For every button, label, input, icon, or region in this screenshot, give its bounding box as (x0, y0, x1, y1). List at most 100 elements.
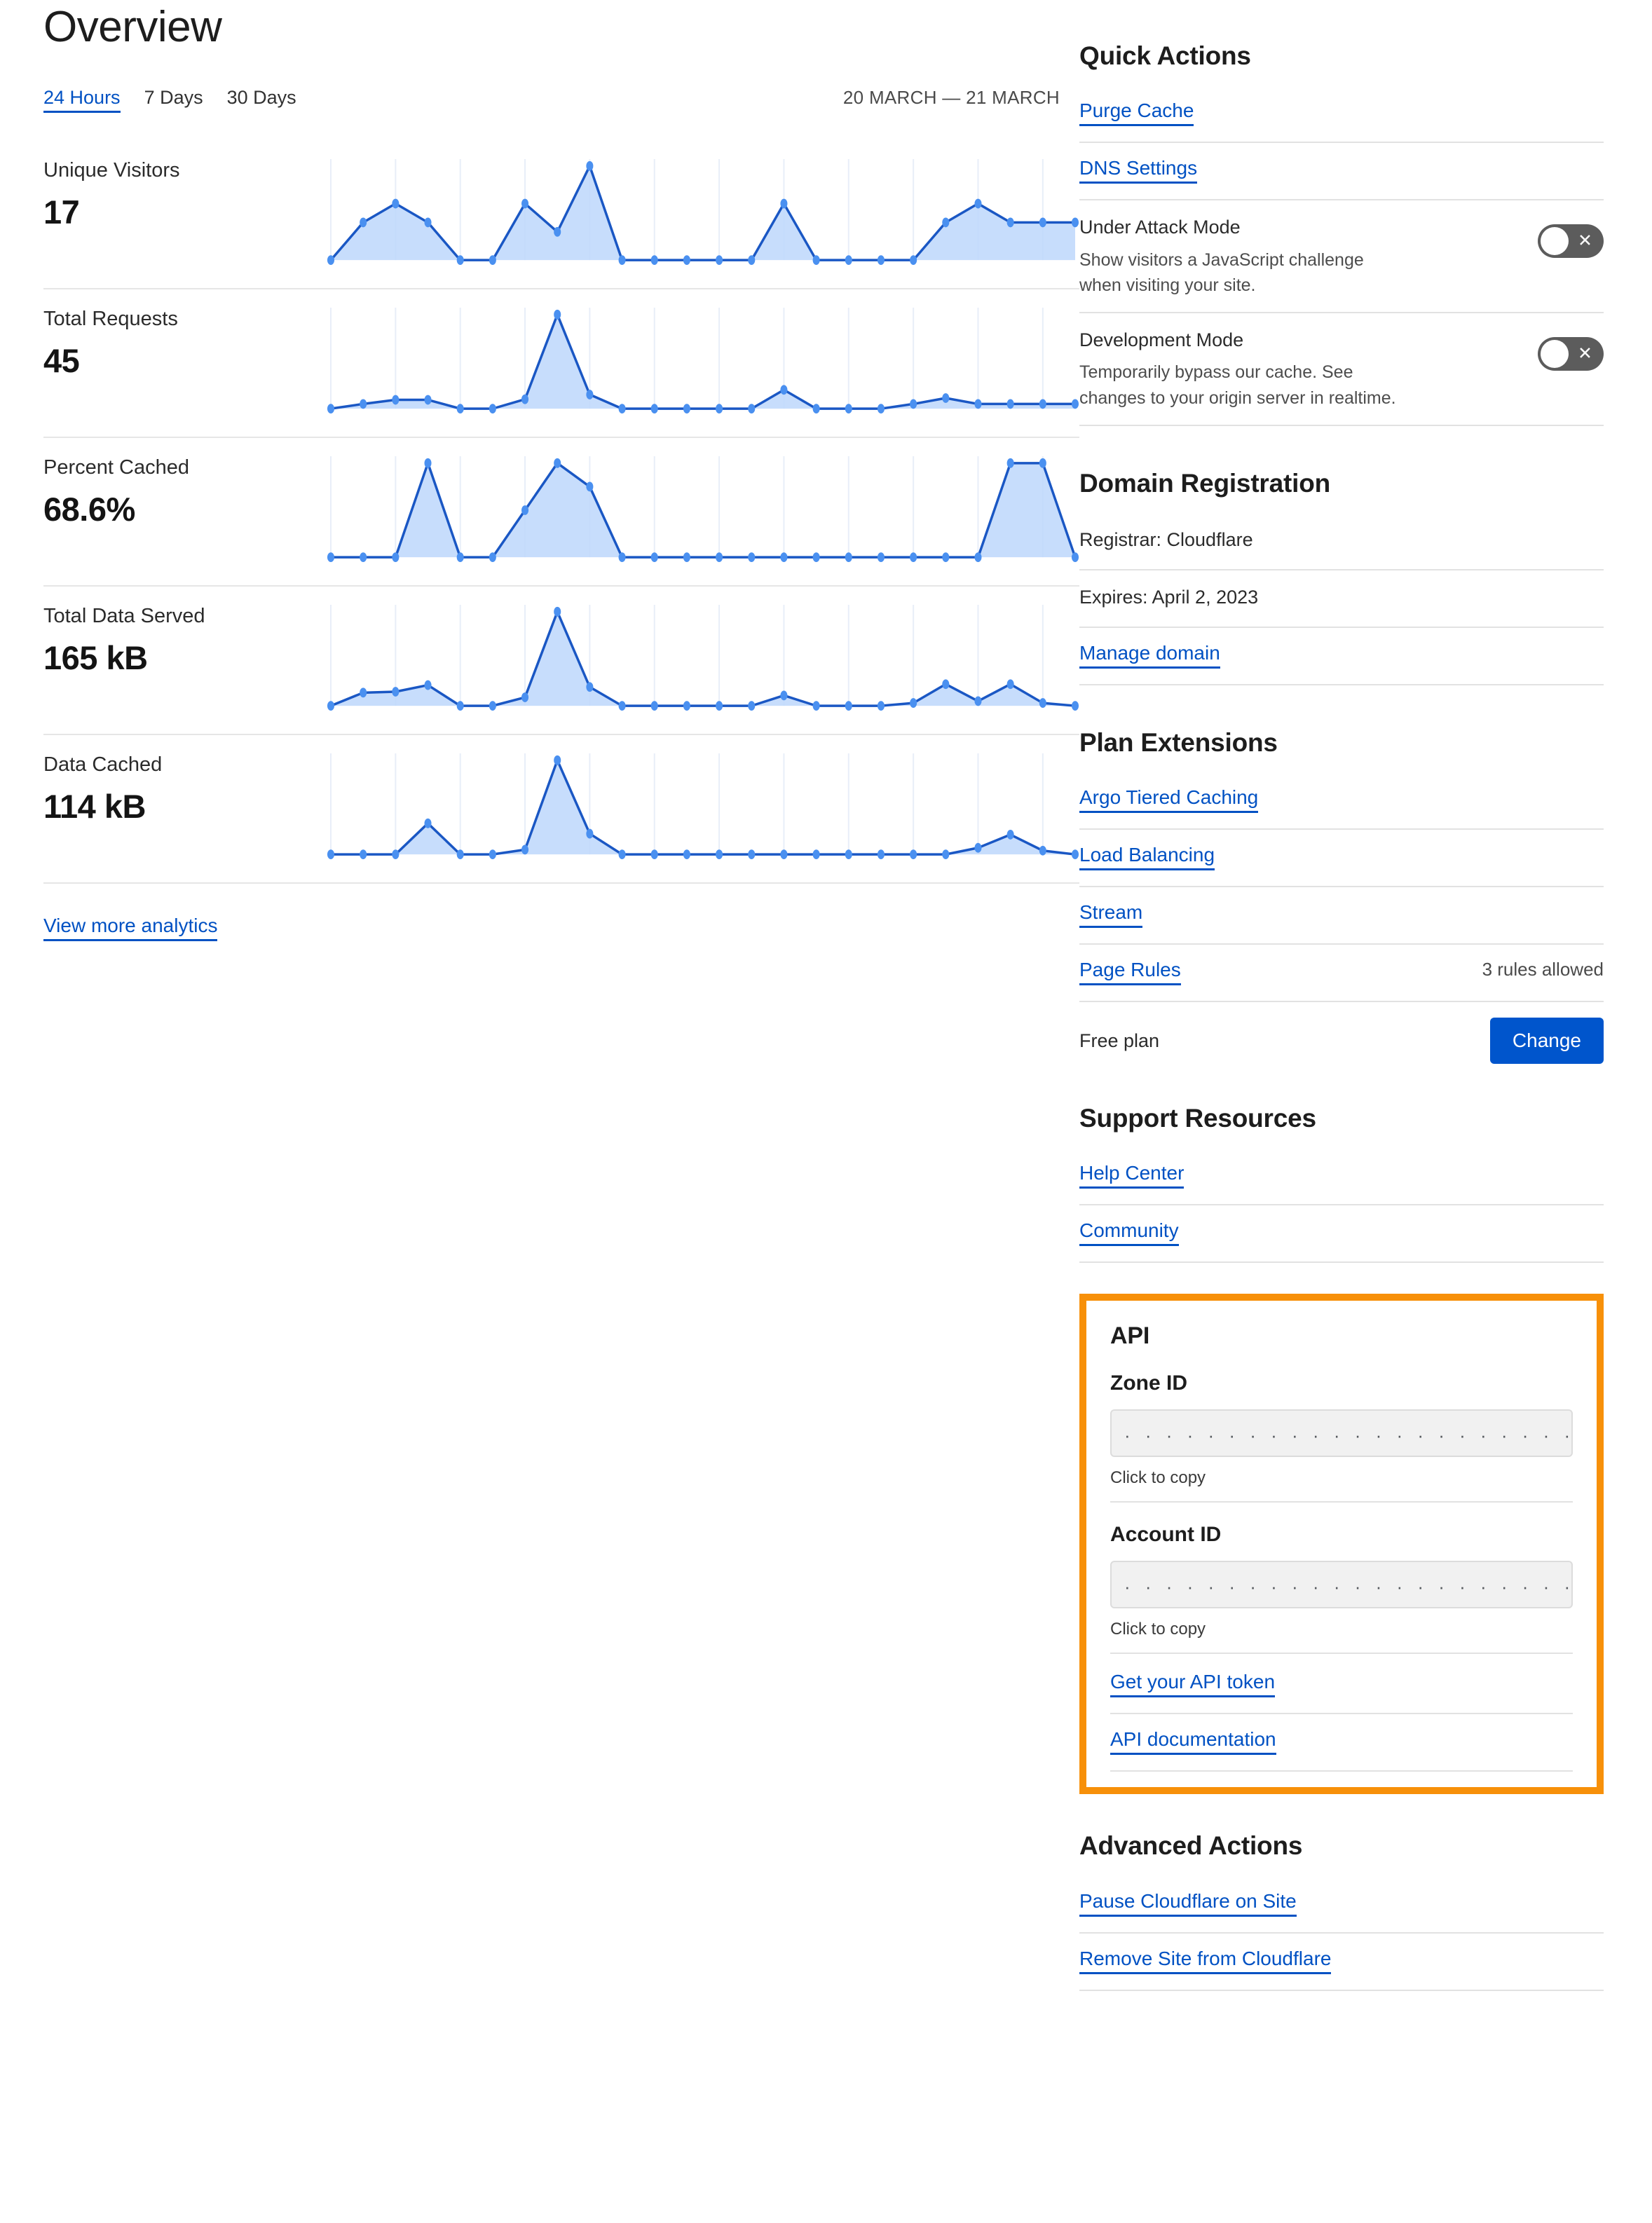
metric-label: Total Requests (43, 308, 178, 331)
advanced-actions-section: Advanced Actions Pause Cloudflare on Sit… (1079, 1829, 1604, 1991)
metric-row: Total Data Served 165 kB (43, 587, 1079, 736)
get-api-token-link[interactable]: Get your API token (1110, 1669, 1276, 1698)
tab-7-days[interactable]: 7 Days (144, 87, 203, 109)
help-center-row[interactable]: Help Center (1079, 1148, 1604, 1205)
tab-30-days[interactable]: 30 Days (226, 87, 296, 109)
metric-value: 68.6% (43, 491, 135, 528)
metric-label: Total Data Served (43, 605, 205, 628)
current-plan-name: Free plan (1079, 1030, 1160, 1051)
account-id-label: Account ID (1110, 1523, 1222, 1547)
view-more-analytics-link[interactable]: View more analytics (43, 913, 218, 942)
metric-value: 165 kB (43, 639, 148, 677)
metric-info: Data Cached 114 kB (43, 735, 317, 882)
api-token-row[interactable]: Get your API token (1110, 1657, 1573, 1715)
metric-label: Percent Cached (43, 456, 189, 479)
expires-value: Expires: April 2, 2023 (1079, 587, 1259, 608)
account-id-field[interactable]: · · · · · · · · · · · · · · · · · · · · … (1110, 1561, 1573, 1609)
community-row[interactable]: Community (1079, 1205, 1604, 1263)
metric-value: 114 kB (43, 788, 146, 826)
argo-tiered-caching-row[interactable]: Argo Tiered Caching (1079, 772, 1604, 830)
load-balancing-row[interactable]: Load Balancing (1079, 830, 1604, 888)
timeframe-tabs: 24 Hours 7 Days 30 Days (43, 86, 296, 114)
under-attack-mode-toggle[interactable]: ✕ (1538, 224, 1604, 259)
development-mode-row: Development Mode Temporarily bypass our … (1079, 313, 1604, 426)
current-plan-row: Free plan Change (1079, 1002, 1604, 1075)
account-id-masked-value: · · · · · · · · · · · · · · · · · · · · … (1124, 1576, 1573, 1598)
page-rules-row[interactable]: Page Rules 3 rules allowed (1079, 945, 1604, 1003)
tab-24-hours[interactable]: 24 Hours (43, 86, 121, 114)
quick-actions-section: Quick Actions Purge Cache DNS Settings U… (1079, 39, 1604, 426)
metric-value: 45 (43, 342, 80, 380)
plan-extensions-title: Plan Extensions (1079, 728, 1278, 758)
api-section-highlighted: API Zone ID · · · · · · · · · · · · · · … (1079, 1293, 1604, 1795)
registrar-row: Registrar: Cloudflare (1079, 513, 1604, 571)
date-range-label: 20 MARCH — 21 MARCH (842, 87, 1060, 109)
registrar-value: Registrar: Cloudflare (1079, 529, 1253, 551)
sparkline-percent-cached (317, 438, 1079, 585)
plan-extensions-rows: Argo Tiered Caching Load Balancing Strea… (1079, 772, 1604, 1075)
sparkline-total-data-served (317, 587, 1079, 734)
metric-list: Unique Visitors 17 Total Requests 45 Per… (43, 141, 1079, 884)
under-attack-mode-text: Under Attack Mode Show visitors a JavaSc… (1079, 214, 1409, 298)
advanced-actions-title: Advanced Actions (1079, 1831, 1303, 1861)
toggle-knob (1541, 340, 1569, 369)
view-more-analytics-wrap: View more analytics (43, 913, 1079, 942)
quick-actions-title: Quick Actions (1079, 41, 1251, 70)
purge-cache-row[interactable]: Purge Cache (1079, 86, 1604, 144)
zone-id-masked-value: · · · · · · · · · · · · · · · · · · · · … (1124, 1425, 1573, 1446)
close-icon: ✕ (1578, 231, 1592, 251)
metric-value: 17 (43, 193, 80, 231)
zone-id-label: Zone ID (1110, 1372, 1187, 1395)
metric-row: Unique Visitors 17 (43, 141, 1079, 290)
metric-row: Total Requests 45 (43, 289, 1079, 439)
pause-cloudflare-link[interactable]: Pause Cloudflare on Site (1079, 1889, 1297, 1917)
support-resources-section: Support Resources Help Center Community (1079, 1102, 1604, 1263)
development-mode-toggle[interactable]: ✕ (1538, 337, 1604, 371)
sidebar-column: Quick Actions Purge Cache DNS Settings U… (1079, 0, 1633, 1997)
toggle-knob (1541, 227, 1569, 256)
sparkline-data-cached (317, 735, 1079, 882)
analytics-column: Overview 24 Hours 7 Days 30 Days 20 MARC… (0, 0, 1079, 942)
quick-actions-rows: Purge Cache DNS Settings Under Attack Mo… (1079, 86, 1604, 426)
support-resources-rows: Help Center Community (1079, 1148, 1604, 1263)
metric-info: Unique Visitors 17 (43, 141, 317, 288)
help-center-link[interactable]: Help Center (1079, 1161, 1185, 1189)
dns-settings-row[interactable]: DNS Settings (1079, 143, 1604, 201)
api-links: Get your API token API documentation (1110, 1657, 1573, 1772)
page-title: Overview (43, 3, 222, 51)
zone-id-copy-hint: Click to copy (1110, 1467, 1573, 1503)
pause-cloudflare-row[interactable]: Pause Cloudflare on Site (1079, 1876, 1604, 1934)
metric-label: Data Cached (43, 753, 163, 777)
remove-site-link[interactable]: Remove Site from Cloudflare (1079, 1946, 1332, 1974)
metric-row: Data Cached 114 kB (43, 735, 1079, 884)
remove-site-row[interactable]: Remove Site from Cloudflare (1079, 1934, 1604, 1991)
stream-row[interactable]: Stream (1079, 887, 1604, 945)
advanced-actions-rows: Pause Cloudflare on Site Remove Site fro… (1079, 1876, 1604, 1991)
account-id-copy-hint: Click to copy (1110, 1618, 1573, 1655)
metric-label: Unique Visitors (43, 159, 180, 182)
domain-registration-rows: Registrar: Cloudflare Expires: April 2, … (1079, 513, 1604, 686)
metric-info: Total Data Served 165 kB (43, 587, 317, 734)
purge-cache-link[interactable]: Purge Cache (1079, 98, 1194, 127)
change-plan-button[interactable]: Change (1489, 1018, 1604, 1064)
manage-domain-row[interactable]: Manage domain (1079, 628, 1604, 686)
under-attack-mode-description: Show visitors a JavaScript challenge whe… (1079, 249, 1364, 295)
argo-tiered-caching-link[interactable]: Argo Tiered Caching (1079, 785, 1259, 814)
api-documentation-link[interactable]: API documentation (1110, 1727, 1276, 1756)
dns-settings-link[interactable]: DNS Settings (1079, 156, 1198, 184)
manage-domain-link[interactable]: Manage domain (1079, 641, 1220, 669)
development-mode-label: Development Mode (1079, 329, 1244, 351)
community-link[interactable]: Community (1079, 1218, 1179, 1246)
domain-registration-section: Domain Registration Registrar: Cloudflar… (1079, 467, 1604, 686)
support-resources-title: Support Resources (1079, 1103, 1316, 1133)
zone-id-field[interactable]: · · · · · · · · · · · · · · · · · · · · … (1110, 1409, 1573, 1458)
development-mode-text: Development Mode Temporarily bypass our … (1079, 327, 1409, 411)
metric-info: Total Requests 45 (43, 289, 317, 437)
under-attack-mode-label: Under Attack Mode (1079, 217, 1241, 238)
under-attack-mode-row: Under Attack Mode Show visitors a JavaSc… (1079, 200, 1604, 314)
load-balancing-link[interactable]: Load Balancing (1079, 842, 1215, 871)
api-title: API (1110, 1322, 1150, 1349)
stream-link[interactable]: Stream (1079, 900, 1143, 929)
page-rules-link[interactable]: Page Rules (1079, 957, 1181, 986)
api-documentation-row[interactable]: API documentation (1110, 1714, 1573, 1772)
